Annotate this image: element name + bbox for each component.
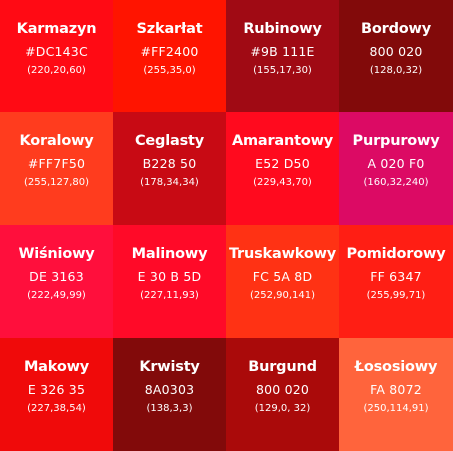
color-hex: #FF7F50 [27, 156, 86, 171]
color-tile-szkarlat: Szkarłat #FF2400 (255,35,0) [113, 0, 226, 112]
color-tile-truskawkowy: Truskawkowy FC 5A 8D (252,90,141) [226, 225, 339, 338]
color-rgb: (255,127,80) [23, 177, 90, 188]
color-tile-lososiowy: Łososiowy FA 8072 (250,114,91) [339, 338, 453, 451]
color-name: Malinowy [131, 246, 208, 262]
color-tile-pomidorowy: Pomidorowy FF 6347 (255,99,71) [339, 225, 453, 338]
color-tile-amarantowy: Amarantowy E52 D50 (229,43,70) [226, 112, 339, 225]
color-tile-purpurowy: Purpurowy A 020 F0 (160,32,240) [339, 112, 453, 225]
color-tile-malinowy: Malinowy E 30 B 5D (227,11,93) [113, 225, 226, 338]
color-hex: E52 D50 [255, 156, 310, 171]
color-name: Wiśniowy [18, 246, 95, 262]
color-rgb: (252,90,141) [249, 290, 316, 301]
color-rgb: (255,99,71) [366, 290, 426, 301]
color-name: Bordowy [361, 21, 431, 37]
color-name: Purpurowy [352, 133, 440, 149]
color-hex: FA 8072 [370, 382, 422, 397]
color-hex: FC 5A 8D [252, 269, 313, 284]
color-tile-rubinowy: Rubinowy #9B 111E (155,17,30) [226, 0, 339, 112]
color-hex: DE 3163 [29, 269, 84, 284]
color-hex: #9B 111E [250, 44, 315, 59]
color-name: Makowy [23, 359, 90, 375]
color-tile-koralowy: Koralowy #FF7F50 (255,127,80) [0, 112, 113, 225]
color-rgb: (227,11,93) [140, 290, 199, 301]
color-rgb: (128,0,32) [369, 65, 423, 76]
color-name: Truskawkowy [228, 246, 337, 262]
color-hex: E 30 B 5D [137, 269, 202, 284]
color-hex: #DC143C [25, 44, 88, 59]
color-name: Krwisty [139, 359, 200, 375]
color-tile-ceglasty: Ceglasty B228 50 (178,34,34) [113, 112, 226, 225]
color-name: Rubinowy [243, 21, 322, 37]
color-hex: 8A0303 [144, 382, 195, 397]
color-rgb: (250,114,91) [363, 403, 429, 414]
color-rgb: (229,43,70) [253, 177, 312, 188]
color-name: Szkarłat [136, 21, 203, 37]
color-rgb: (138,3,3) [146, 403, 193, 414]
color-rgb: (255,35,0) [143, 65, 196, 76]
color-hex: B228 50 [142, 156, 197, 171]
color-rgb: (178,34,34) [140, 177, 199, 188]
color-tile-bordowy: Bordowy 800 020 (128,0,32) [339, 0, 453, 112]
color-rgb: (129,0, 32) [254, 403, 311, 414]
color-rgb: (160,32,240) [363, 177, 429, 188]
color-hex: 800 020 [369, 44, 423, 59]
color-tile-makowy: Makowy E 326 35 (227,38,54) [0, 338, 113, 451]
color-tile-krwisty: Krwisty 8A0303 (138,3,3) [113, 338, 226, 451]
color-name: Łososiowy [354, 359, 438, 375]
color-hex: E 326 35 [27, 382, 86, 397]
color-tile-karmazyn: Karmazyn #DC143C (220,20,60) [0, 0, 113, 112]
color-hex: 800 020 [255, 382, 310, 397]
color-rgb: (220,20,60) [27, 65, 86, 76]
color-name: Koralowy [19, 133, 94, 149]
color-tile-burgund: Burgund 800 020 (129,0, 32) [226, 338, 339, 451]
color-rgb: (155,17,30) [253, 65, 312, 76]
color-hex: #FF2400 [140, 44, 199, 59]
color-hex: A 020 F0 [367, 156, 425, 171]
color-rgb: (222,49,99) [27, 290, 86, 301]
color-tile-wisniowy: Wiśniowy DE 3163 (222,49,99) [0, 225, 113, 338]
color-name: Amarantowy [231, 133, 334, 149]
color-hex: FF 6347 [370, 269, 422, 284]
color-rgb: (227,38,54) [27, 403, 86, 414]
color-name: Pomidorowy [346, 246, 446, 262]
color-name: Karmazyn [16, 21, 97, 37]
color-name: Ceglasty [134, 133, 205, 149]
color-name: Burgund [248, 359, 317, 375]
